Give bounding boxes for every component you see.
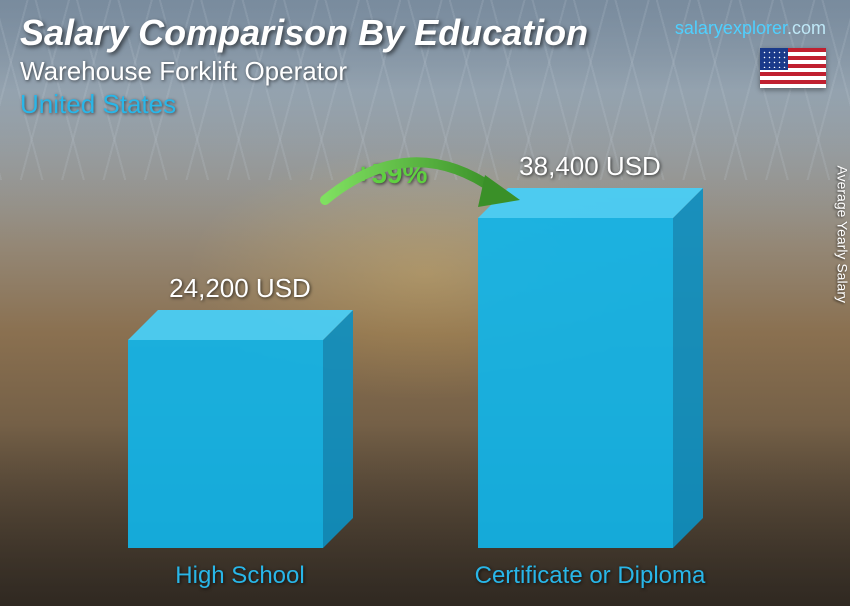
bar: [478, 188, 703, 548]
bar-label: Certificate or Diploma: [460, 562, 720, 590]
country: United States: [20, 89, 588, 120]
arrow-icon: [310, 145, 540, 235]
bar-label: High School: [110, 562, 370, 590]
brand: salaryexplorer.com: [675, 18, 826, 39]
brand-suffix: .com: [787, 18, 826, 38]
bar-value: 24,200 USD: [110, 273, 370, 304]
title-block: Salary Comparison By Education Warehouse…: [20, 12, 588, 120]
brand-main: salaryexplorer: [675, 18, 787, 38]
bar: [128, 310, 353, 548]
subtitle: Warehouse Forklift Operator: [20, 56, 588, 87]
flag-icon: [760, 48, 826, 88]
main-title: Salary Comparison By Education: [20, 12, 588, 54]
